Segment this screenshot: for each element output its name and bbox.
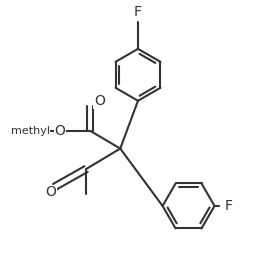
- Text: O: O: [45, 185, 56, 199]
- Text: F: F: [134, 5, 142, 19]
- Text: O: O: [94, 94, 105, 108]
- Text: O: O: [55, 124, 66, 138]
- Text: methyl: methyl: [10, 126, 50, 136]
- Text: F: F: [224, 199, 232, 213]
